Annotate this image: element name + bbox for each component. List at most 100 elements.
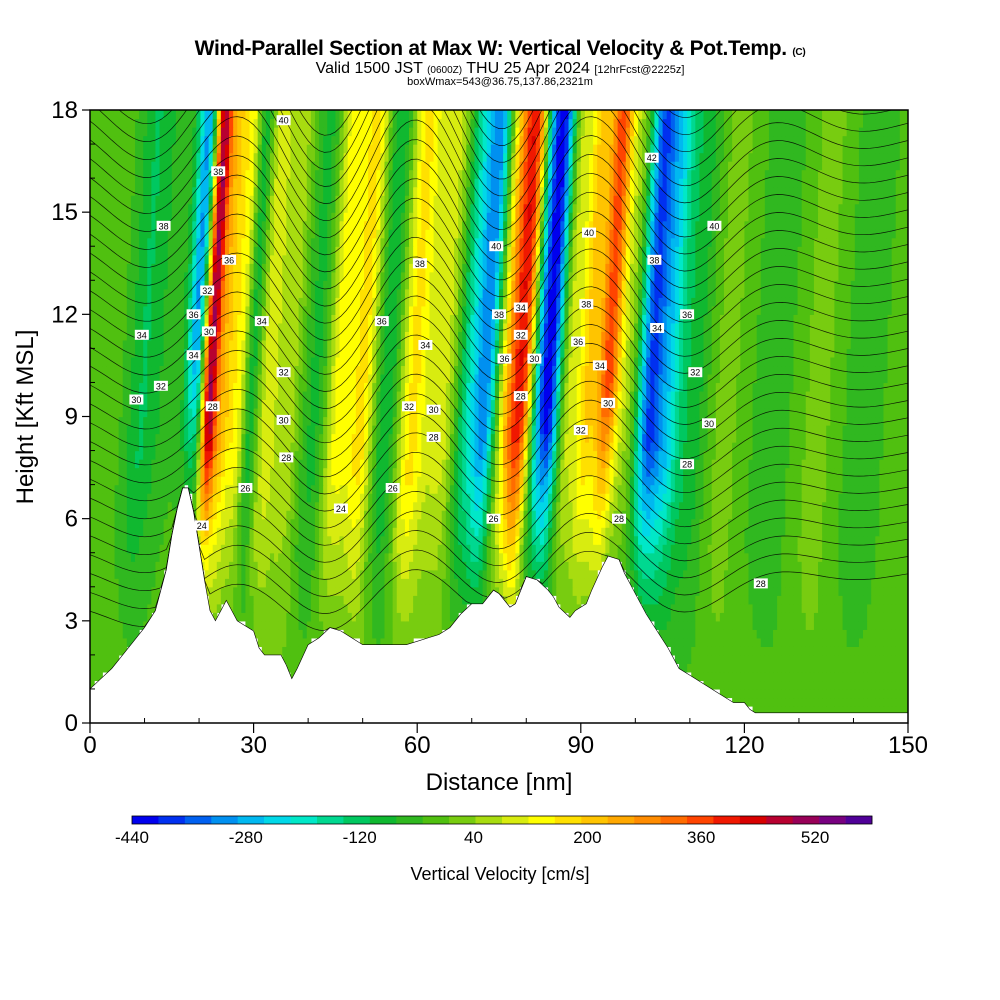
velocity-cell bbox=[642, 501, 647, 511]
velocity-cell bbox=[458, 527, 463, 537]
velocity-cell bbox=[265, 612, 271, 622]
velocity-cell bbox=[441, 467, 447, 477]
velocity-cell bbox=[613, 442, 619, 452]
velocity-cell bbox=[90, 612, 95, 622]
velocity-cell bbox=[445, 501, 451, 511]
velocity-cell bbox=[155, 467, 161, 477]
velocity-cell bbox=[245, 552, 251, 562]
velocity-cell bbox=[220, 484, 226, 494]
velocity-cell bbox=[212, 433, 218, 443]
velocity-cell bbox=[768, 450, 774, 460]
velocity-cell bbox=[503, 450, 508, 460]
velocity-cell bbox=[752, 586, 758, 596]
velocity-cell bbox=[417, 442, 422, 452]
velocity-cell bbox=[764, 646, 770, 656]
velocity-cell bbox=[298, 518, 304, 528]
velocity-cell bbox=[764, 535, 770, 545]
velocity-cell bbox=[425, 476, 431, 486]
velocity-cell bbox=[683, 544, 688, 554]
velocity-cell bbox=[830, 501, 835, 511]
velocity-cell bbox=[233, 476, 238, 486]
velocity-cell bbox=[723, 620, 729, 630]
velocity-cell bbox=[543, 544, 549, 554]
velocity-cell bbox=[413, 561, 418, 571]
velocity-cell bbox=[314, 433, 320, 443]
velocity-cell bbox=[658, 459, 664, 469]
velocity-cell bbox=[719, 527, 725, 537]
velocity-cell bbox=[482, 569, 488, 579]
velocity-cell bbox=[102, 620, 107, 630]
velocity-cell bbox=[830, 637, 835, 647]
velocity-cell bbox=[339, 425, 345, 435]
velocity-cell bbox=[106, 484, 112, 494]
velocity-cell bbox=[327, 612, 332, 622]
velocity-cell bbox=[740, 688, 745, 699]
velocity-cell bbox=[728, 612, 733, 622]
velocity-cell bbox=[445, 510, 451, 520]
velocity-cell bbox=[130, 442, 136, 452]
velocity-cell bbox=[797, 527, 803, 537]
velocity-cell bbox=[314, 493, 320, 503]
velocity-cell bbox=[756, 671, 762, 682]
velocity-cell bbox=[90, 680, 95, 690]
velocity-cell bbox=[777, 518, 782, 528]
velocity-cell bbox=[351, 450, 357, 460]
velocity-cell bbox=[331, 459, 336, 469]
velocity-cell bbox=[102, 459, 107, 469]
velocity-cell bbox=[875, 637, 880, 647]
velocity-cell bbox=[241, 442, 247, 452]
velocity-cell bbox=[425, 586, 431, 596]
velocity-cell bbox=[392, 578, 398, 588]
velocity-cell bbox=[670, 484, 676, 494]
velocity-cell bbox=[404, 459, 410, 469]
velocity-cell bbox=[556, 501, 561, 511]
velocity-cell bbox=[781, 527, 786, 537]
velocity-cell bbox=[253, 476, 259, 486]
velocity-cell bbox=[339, 612, 345, 622]
velocity-cell bbox=[302, 459, 308, 469]
velocity-cell bbox=[449, 535, 455, 545]
velocity-cell bbox=[543, 561, 549, 571]
velocity-cell bbox=[106, 535, 112, 545]
velocity-cell bbox=[838, 620, 844, 630]
velocity-cell bbox=[490, 569, 496, 579]
velocity-cell bbox=[216, 527, 222, 537]
velocity-cell bbox=[543, 501, 549, 511]
velocity-cell bbox=[98, 654, 103, 664]
velocity-cell bbox=[899, 654, 905, 664]
velocity-cell bbox=[691, 671, 696, 682]
velocity-cell bbox=[650, 595, 656, 605]
velocity-cell bbox=[413, 535, 418, 545]
velocity-cell bbox=[380, 561, 386, 571]
velocity-cell bbox=[519, 569, 525, 579]
velocity-cell bbox=[785, 544, 790, 554]
velocity-cell bbox=[421, 493, 426, 503]
velocity-cell bbox=[560, 578, 566, 588]
velocity-cell bbox=[707, 467, 713, 477]
velocity-cell bbox=[826, 484, 831, 494]
velocity-cell bbox=[134, 620, 140, 630]
velocity-cell bbox=[445, 620, 451, 630]
velocity-cell bbox=[576, 586, 582, 596]
velocity-cell bbox=[875, 688, 880, 699]
velocity-cell bbox=[760, 459, 766, 469]
velocity-cell bbox=[269, 552, 275, 562]
velocity-cell bbox=[110, 484, 116, 494]
velocity-cell bbox=[507, 552, 512, 562]
velocity-cell bbox=[253, 561, 259, 571]
velocity-cell bbox=[372, 493, 377, 503]
velocity-cell bbox=[642, 484, 647, 494]
velocity-cell bbox=[543, 535, 549, 545]
velocity-cell bbox=[768, 476, 774, 486]
velocity-cell bbox=[768, 459, 774, 469]
velocity-cell bbox=[286, 484, 292, 494]
velocity-cell bbox=[392, 569, 398, 579]
velocity-cell bbox=[584, 450, 590, 460]
velocity-cell bbox=[687, 552, 692, 562]
velocity-cell bbox=[216, 493, 222, 503]
velocity-cell bbox=[282, 467, 287, 477]
velocity-cell bbox=[887, 484, 893, 494]
velocity-cell bbox=[233, 467, 238, 477]
velocity-cell bbox=[838, 442, 844, 452]
velocity-cell bbox=[662, 637, 668, 647]
